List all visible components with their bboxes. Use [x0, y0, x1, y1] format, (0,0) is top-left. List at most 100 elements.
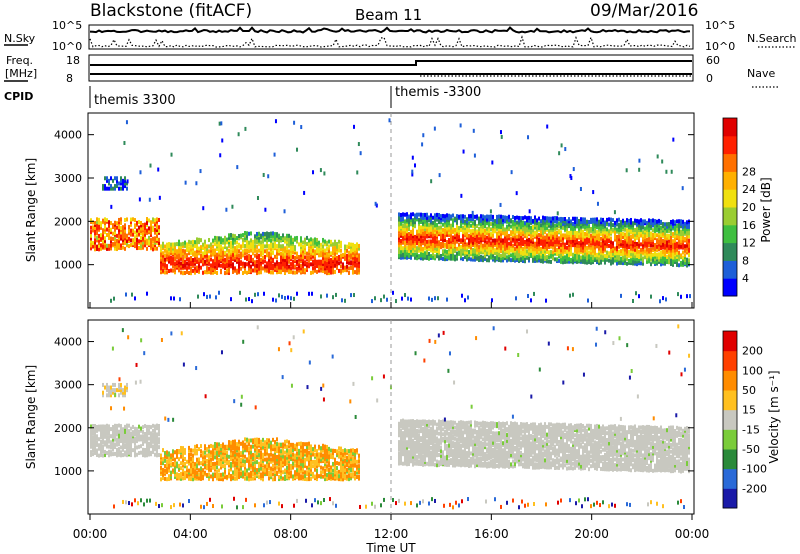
power-cell: [594, 244, 596, 249]
velocity-cell: [190, 448, 192, 453]
power-cell: [572, 260, 574, 265]
power-cell: [540, 259, 542, 264]
velocity-cell: [170, 462, 172, 467]
power-cell: [604, 227, 606, 232]
power-cell: [340, 268, 342, 273]
power-cell: [412, 239, 414, 244]
velocity-cell: [214, 451, 216, 456]
power-cell: [660, 258, 662, 263]
velocity-cell: [126, 437, 128, 442]
velocity-cell: [248, 463, 250, 468]
power-cell: [266, 234, 268, 239]
power-cell: [346, 268, 348, 273]
velocity-cell: [96, 442, 98, 447]
power-cell: [282, 233, 284, 238]
power-cell: [688, 222, 690, 227]
power-cell: [634, 235, 636, 240]
power-cell: [288, 269, 290, 274]
velocity-cell: [228, 463, 230, 468]
power-cell: [600, 243, 602, 248]
velocity-cell: [118, 447, 120, 452]
power-cell: [282, 236, 284, 241]
power-cell: [530, 225, 532, 230]
velocity-cell: [154, 445, 156, 450]
velocity-cell: [158, 445, 160, 450]
power-cell: [522, 239, 524, 244]
velocity-cell: [126, 382, 128, 387]
power-cell: [514, 227, 516, 232]
power-cell: [306, 267, 308, 272]
power-cell: [306, 235, 308, 240]
velocity-cell: [120, 453, 122, 458]
power-cell: [652, 259, 654, 264]
power-cell: [630, 234, 632, 239]
power-cell: [466, 247, 468, 252]
power-cell: [108, 181, 110, 186]
power-cell: [670, 238, 672, 243]
power-cell: [466, 230, 468, 235]
velocity-cell: [112, 388, 114, 393]
power-cell: [144, 232, 146, 237]
velocity-cell: [126, 447, 128, 452]
power-cell: [556, 257, 558, 262]
power-cell: [200, 265, 202, 270]
velocity-cell: [210, 457, 212, 462]
power-cell: [428, 247, 430, 252]
power-cell: [590, 243, 592, 248]
power-cell: [545, 298, 547, 303]
power-cell: [328, 244, 330, 249]
power-cell: [454, 246, 456, 251]
power-cell: [572, 238, 574, 243]
velocity-cell: [114, 434, 116, 439]
power-cell: [518, 259, 520, 264]
velocity-cell: [116, 442, 118, 447]
power-cell: [526, 234, 528, 239]
power-cell: [448, 251, 450, 256]
velocity-cell: [188, 445, 190, 450]
power-cell: [128, 236, 130, 241]
velocity-cell: [190, 452, 192, 457]
power-cell: [406, 246, 408, 251]
power-cell: [656, 238, 658, 243]
velocity-cell: [230, 451, 232, 456]
velocity-cell: [134, 445, 136, 450]
power-cell: [622, 240, 624, 245]
power-cell: [130, 238, 132, 243]
power-cell: [160, 244, 162, 249]
power-cell: [640, 218, 642, 223]
power-cell: [658, 220, 660, 225]
power-cell: [350, 260, 352, 265]
power-colorbar-cell-8: [723, 135, 737, 155]
power-cell: [216, 238, 218, 243]
power-cell: [554, 236, 556, 241]
power-cell: [626, 218, 628, 223]
power-cell: [344, 249, 346, 254]
power-cell: [250, 254, 252, 259]
power-cell: [326, 240, 328, 245]
power-cell: [510, 248, 512, 253]
power-cell: [668, 233, 670, 238]
power-cell: [498, 229, 500, 234]
power-cell: [298, 257, 300, 262]
power-cell: [570, 250, 572, 255]
power-cell: [614, 220, 616, 225]
power-cell: [534, 244, 536, 249]
power-cell: [224, 263, 226, 268]
power-cell: [456, 246, 458, 251]
power-cell: [304, 268, 306, 273]
power-cell: [154, 240, 156, 245]
power-cell: [216, 236, 218, 241]
power-cell: [430, 230, 432, 235]
power-cell: [636, 257, 638, 262]
power-cell: [344, 251, 346, 256]
velocity-cell: [176, 464, 178, 469]
power-cell: [470, 245, 472, 250]
power-cell: [688, 250, 690, 255]
power-cell: [684, 260, 686, 265]
power-cell: [590, 250, 592, 255]
power-cell: [472, 217, 474, 222]
velocity-cell: [232, 470, 234, 475]
power-cell: [674, 236, 676, 241]
power-cell: [126, 241, 128, 246]
power-cell: [318, 244, 320, 249]
